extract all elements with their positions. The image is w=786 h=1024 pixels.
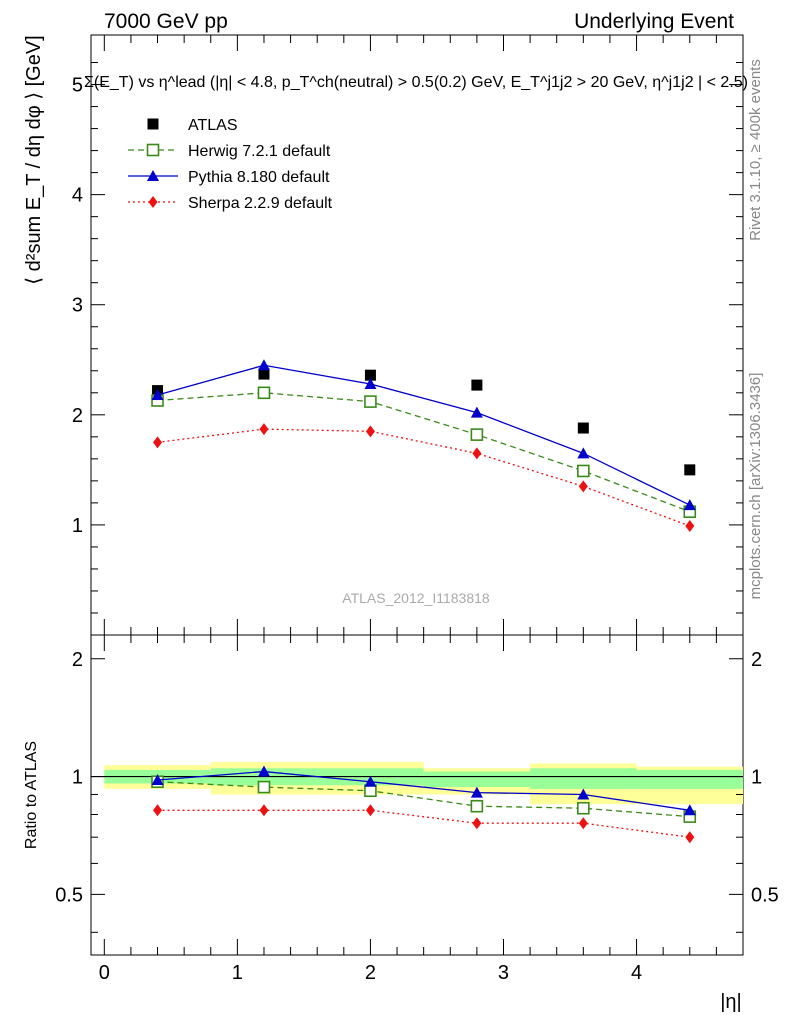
atlas-point	[258, 368, 270, 380]
pythia-ratio-point	[577, 788, 590, 800]
pythia-ratio-point	[151, 773, 164, 785]
main-plot-panel: 1 2 3 4 5 Σ(E_T) vs η^lead (|η| < 4.8, p_T^c…	[23, 34, 748, 636]
sherpa-point	[259, 423, 269, 436]
watermark: ATLAS_2012_I1183818	[342, 590, 490, 606]
pythia-point	[470, 406, 483, 418]
legend: ATLAS Herwig 7.2.1 default Pythia 8.180 de…	[128, 117, 333, 212]
herwig-ratio-point	[364, 784, 377, 798]
pythia-ratio-point	[257, 765, 270, 777]
pythia-point	[257, 359, 270, 371]
ratio-y-tick-label-right: 1	[751, 767, 762, 789]
sherpa-point	[685, 520, 695, 533]
ratio-uncertainty-bands	[91, 761, 743, 805]
header-left: 7000 GeV pp	[104, 10, 228, 33]
ratio-band-inner	[423, 771, 531, 788]
sherpa-point	[472, 447, 482, 460]
ratio-series-layer	[151, 765, 697, 844]
herwig-ratio-point	[577, 801, 590, 815]
pythia-point	[151, 389, 164, 400]
herwig-ratio-point	[470, 799, 484, 813]
ratio-band-inner	[636, 769, 743, 789]
main-y-axis-label: ⟨ d²sum E_T / dη dφ ⟩ [GeV]	[23, 35, 45, 284]
ratio-y-tick-label-right: 2	[751, 649, 762, 671]
ratio-axis-ticks: 0.5 0.5 1 1 2 2 0 1 2 3 4	[55, 635, 779, 984]
pythia-point	[364, 377, 377, 389]
side-text-rivet: Rivet 3.1.10, ≥ 400k events	[747, 59, 764, 241]
plot-title: Σ(E_T) vs η^lead (|η| < 4.8, p_T^ch(neut…	[84, 74, 748, 91]
sherpa-point	[153, 436, 163, 449]
pythia-line	[157, 364, 691, 506]
herwig-ratio-line	[157, 781, 690, 818]
sherpa-ratio-point	[153, 804, 163, 817]
legend-pythia-label: Pythia 8.180 default	[188, 169, 330, 186]
pythia-ratio-point	[364, 775, 377, 787]
pythia-point	[683, 499, 696, 511]
x-tick-label: 3	[498, 962, 509, 984]
atlas-point	[684, 464, 696, 476]
pythia-ratio-line	[157, 770, 690, 811]
main-y-tick-label: 4	[72, 185, 83, 207]
main-axis-ticks: 1 2 3 4 5	[72, 35, 744, 636]
legend-pythia-marker	[147, 170, 159, 181]
pythia-ratio-point	[470, 786, 483, 798]
legend-atlas-marker	[147, 118, 159, 130]
legend-atlas-label: ATLAS	[188, 117, 238, 134]
sherpa-ratio-point	[472, 817, 482, 830]
main-y-tick-label: 2	[72, 405, 83, 427]
sherpa-ratio-point	[259, 804, 269, 817]
herwig-point	[470, 428, 484, 441]
main-y-tick-label: 1	[72, 515, 83, 537]
ratio-y-tick-label-left: 1	[72, 767, 83, 789]
sherpa-line	[157, 428, 691, 527]
herwig-line	[157, 392, 691, 513]
herwig-ratio-point	[257, 780, 271, 794]
sherpa-point	[365, 425, 375, 438]
pythia-point	[577, 447, 590, 459]
atlas-point	[577, 422, 589, 434]
ratio-y-tick-label-right: 0.5	[751, 884, 779, 906]
atlas-point	[364, 369, 376, 381]
main-y-tick-label: 3	[72, 295, 83, 317]
x-tick-label: 1	[232, 962, 243, 984]
legend-herwig-label: Herwig 7.2.1 default	[188, 143, 331, 160]
main-y-tick-label: 5	[72, 75, 83, 97]
herwig-point	[257, 386, 271, 400]
main-series-layer	[151, 359, 697, 533]
ratio-y-tick-label-left: 2	[72, 649, 83, 671]
herwig-point	[364, 395, 377, 408]
x-tick-label: 4	[631, 962, 642, 984]
x-tick-label: 0	[99, 962, 110, 984]
sherpa-ratio-point	[685, 831, 695, 844]
side-text-mcplots: mcplots.cern.ch [arXiv:1306.3436]	[747, 373, 764, 600]
herwig-point	[577, 464, 590, 478]
ratio-y-tick-label-left: 0.5	[55, 884, 83, 906]
ratio-y-axis-label: Ratio to ATLAS	[23, 741, 40, 849]
sherpa-ratio-point	[578, 817, 588, 830]
header-right: Underlying Event	[574, 10, 734, 33]
pythia-ratio-point	[683, 804, 696, 816]
ratio-plot-panel: 0.5 0.5 1 1 2 2 0 1 2 3 4 Ratio to ATLAS |η|	[23, 634, 779, 1013]
x-tick-label: 2	[365, 962, 376, 984]
sherpa-ratio-point	[365, 804, 375, 817]
x-axis-label: |η|	[720, 991, 742, 1013]
atlas-point	[471, 379, 483, 391]
legend-herwig-marker	[146, 143, 160, 157]
legend-sherpa-marker	[148, 196, 158, 208]
ratio-band-inner	[530, 768, 637, 789]
sherpa-ratio-line	[157, 809, 690, 838]
sherpa-point	[578, 480, 588, 493]
legend-sherpa-label: Sherpa 2.2.9 default	[188, 195, 333, 212]
